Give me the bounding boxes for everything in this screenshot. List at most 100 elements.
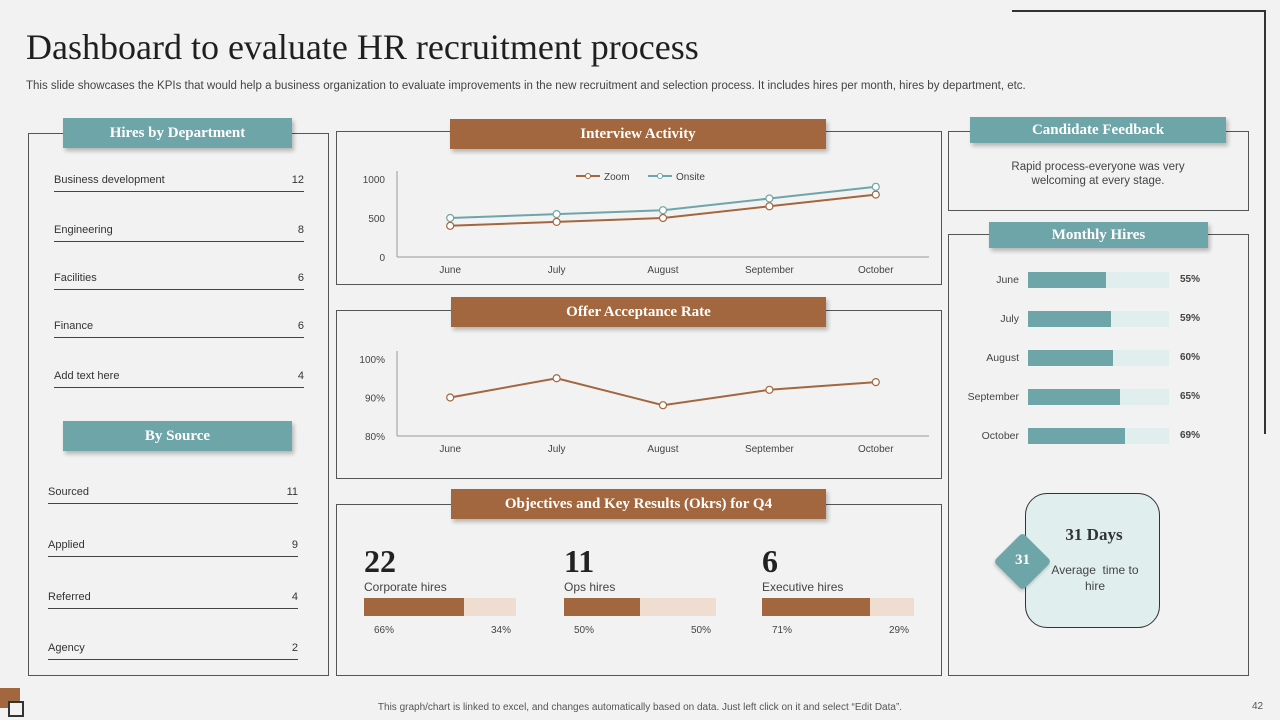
x-tick-label: September (745, 265, 795, 276)
month-label: September (967, 390, 1019, 403)
monthly-hires-pct: 69% (1180, 430, 1201, 441)
time-to-hire-badge: 31 (1015, 552, 1030, 568)
by-source-header: By Source (63, 421, 292, 451)
time-to-hire-days: 31 Days (1065, 525, 1123, 544)
legend-marker (585, 173, 591, 179)
source-label: Agency (48, 642, 85, 654)
data-point (765, 202, 774, 211)
by-source-list: Sourced 11 Applied 9 Referred 4 Agency 2 (48, 486, 298, 660)
department-label: Engineering (54, 224, 113, 236)
okr-left-pct: 71% (772, 625, 793, 636)
data-point (446, 213, 455, 223)
data-point (658, 213, 668, 223)
x-tick-label: July (548, 265, 566, 276)
offer-acceptance-chart: 80% 90% 100% June July August September October (359, 351, 929, 455)
okr-progress-fill (364, 598, 465, 616)
department-label: Finance (54, 320, 94, 332)
logo-box (8, 701, 24, 717)
okr-progress-bar (364, 598, 516, 616)
x-tick-label: October (858, 444, 894, 455)
hires-by-department-list: Business development 12 Engineering 8 Faci… (54, 174, 304, 388)
candidate-feedback-header: Candidate Feedback (970, 117, 1226, 143)
y-tick-label: 0 (379, 253, 385, 264)
page-subtitle: This slide showcases the KPIs that would… (26, 80, 1026, 92)
month-label: October (981, 429, 1019, 442)
list-item: June 55% (949, 271, 1249, 288)
monthly-hires-list: June 55% July 59% August 60% September 6… (949, 271, 1249, 444)
y-tick-label: 1000 (363, 175, 386, 186)
source-value: 2 (291, 642, 298, 654)
month-label: August (986, 351, 1019, 364)
monthly-hires-bar (1028, 310, 1169, 327)
interview-activity-chart: 0 500 1000 June July August September October Zo… (363, 171, 929, 276)
okr-progress-bar (564, 598, 716, 616)
monthly-hires-bar (1028, 349, 1169, 366)
x-tick-label: August (647, 444, 678, 455)
page-number: 42 (1252, 701, 1264, 712)
okr-left-pct: 66% (374, 625, 395, 636)
monthly-hires-fill (1028, 388, 1120, 405)
okr-left-pct: 50% (574, 625, 595, 636)
monthly-hires-bar (1028, 388, 1169, 405)
list-item: Business development 12 (54, 174, 304, 192)
okr-item-corporate: 22 Corporate hires 66% 34% (364, 543, 516, 636)
list-item: August 60% (949, 349, 1249, 366)
decorative-line (1264, 10, 1266, 434)
offer-acceptance-panel (336, 310, 942, 479)
list-item: September 65% (949, 388, 1249, 405)
interview-activity-header: Interview Activity (450, 119, 826, 149)
x-tick-label: August (647, 265, 678, 276)
okr-panel (336, 504, 942, 676)
department-value: 6 (297, 272, 304, 284)
monthly-hires-fill (1028, 271, 1106, 288)
department-value: 4 (297, 370, 304, 382)
data-point (765, 194, 774, 203)
y-tick-label: 80% (365, 432, 385, 443)
source-label: Applied (48, 539, 85, 551)
okr-progress-fill (762, 598, 870, 616)
list-item: October 69% (949, 427, 1249, 444)
list-item: Facilities 6 (54, 272, 304, 290)
data-point (658, 401, 668, 410)
data-point (871, 190, 880, 199)
okr-number: 11 (564, 543, 595, 579)
source-value: 9 (291, 539, 298, 551)
data-point (871, 182, 880, 191)
okr-item-ops: 11 Ops hires 50% 50% (564, 543, 716, 636)
legend-label: Onsite (676, 172, 705, 183)
time-to-hire-label: Average time to hire (1051, 563, 1139, 593)
department-value: 8 (297, 224, 304, 236)
left-panel (28, 133, 329, 676)
list-item: Applied 9 (48, 539, 298, 557)
okr-number: 6 (762, 543, 778, 579)
footer-note: This graph/chart is linked to excel, and… (377, 702, 903, 713)
monthly-hires-pct: 65% (1180, 391, 1201, 402)
okr-header: Objectives and Key Results (Okrs) for Q4 (451, 489, 826, 519)
list-item: Add text here 4 (54, 370, 304, 388)
monthly-hires-bar (1028, 271, 1169, 288)
monthly-hires-bar (1028, 427, 1169, 444)
okr-progress-fill (564, 598, 640, 616)
x-tick-label: September (745, 444, 795, 455)
monthly-hires-pct: 59% (1180, 313, 1201, 324)
candidate-feedback-text: Rapid process-everyone was very welcomin… (1011, 161, 1185, 187)
list-item: July 59% (949, 310, 1249, 327)
okr-item-executive: 6 Executive hires 71% 29% (762, 543, 914, 636)
data-point (658, 206, 668, 215)
interview-activity-panel (336, 131, 942, 285)
legend-marker (657, 173, 663, 179)
data-point (765, 385, 774, 394)
okr-right-pct: 29% (888, 625, 909, 636)
data-point (871, 377, 880, 387)
month-label: July (1000, 312, 1019, 325)
data-point (552, 209, 561, 219)
x-tick-label: June (439, 444, 461, 455)
legend-label: Zoom (604, 172, 630, 183)
y-tick-label: 500 (368, 214, 385, 225)
source-label: Sourced (48, 486, 89, 498)
okr-right-pct: 50% (690, 625, 711, 636)
data-point (552, 217, 561, 227)
okr-right-pct: 34% (490, 625, 511, 636)
list-item: Agency 2 (48, 642, 298, 660)
decorative-line (1012, 10, 1266, 12)
